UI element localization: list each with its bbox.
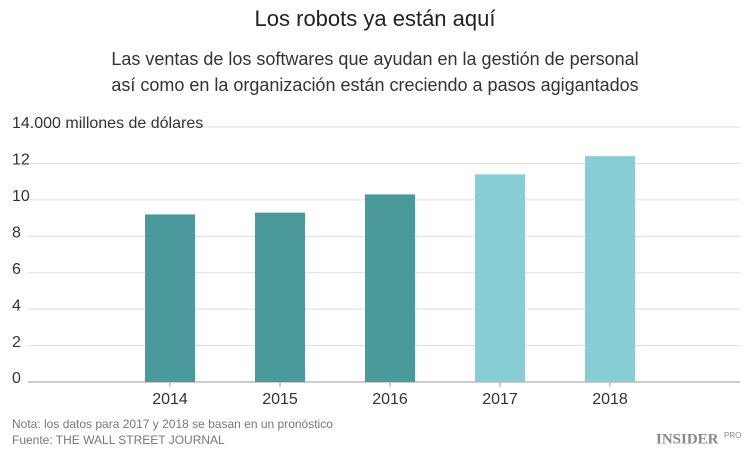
x-tick-label: 2018 [592,391,628,408]
chart-subtitle: así como en la organización están crecie… [111,75,638,95]
bar [365,194,415,382]
bar [475,174,525,382]
bar [145,214,195,382]
y-tick-label: 4 [12,297,21,314]
note: Nota: los datos para 2017 y 2018 se basa… [12,417,333,431]
y-tick-label: 8 [12,225,21,242]
chart-subtitle: Las ventas de los softwares que ayudan e… [111,49,638,69]
bar [255,212,305,382]
y-tick-label: 0 [12,370,21,387]
x-tick-label: 2014 [152,391,188,408]
y-tick-label: 14.000 millones de dólares [12,115,203,132]
y-tick-label: 6 [12,261,21,278]
logo-suffix: PRO [724,431,741,440]
logo: INSIDER [656,431,719,447]
x-tick-label: 2016 [372,391,408,408]
y-tick-label: 2 [12,334,21,351]
y-tick-label: 10 [12,188,30,205]
y-tick-label: 12 [12,152,30,169]
x-tick-label: 2017 [482,391,518,408]
chart-title: Los robots ya están aquí [255,6,496,31]
x-tick-label: 2015 [262,391,298,408]
source: Fuente: THE WALL STREET JOURNAL [12,433,225,447]
bar [585,156,635,382]
